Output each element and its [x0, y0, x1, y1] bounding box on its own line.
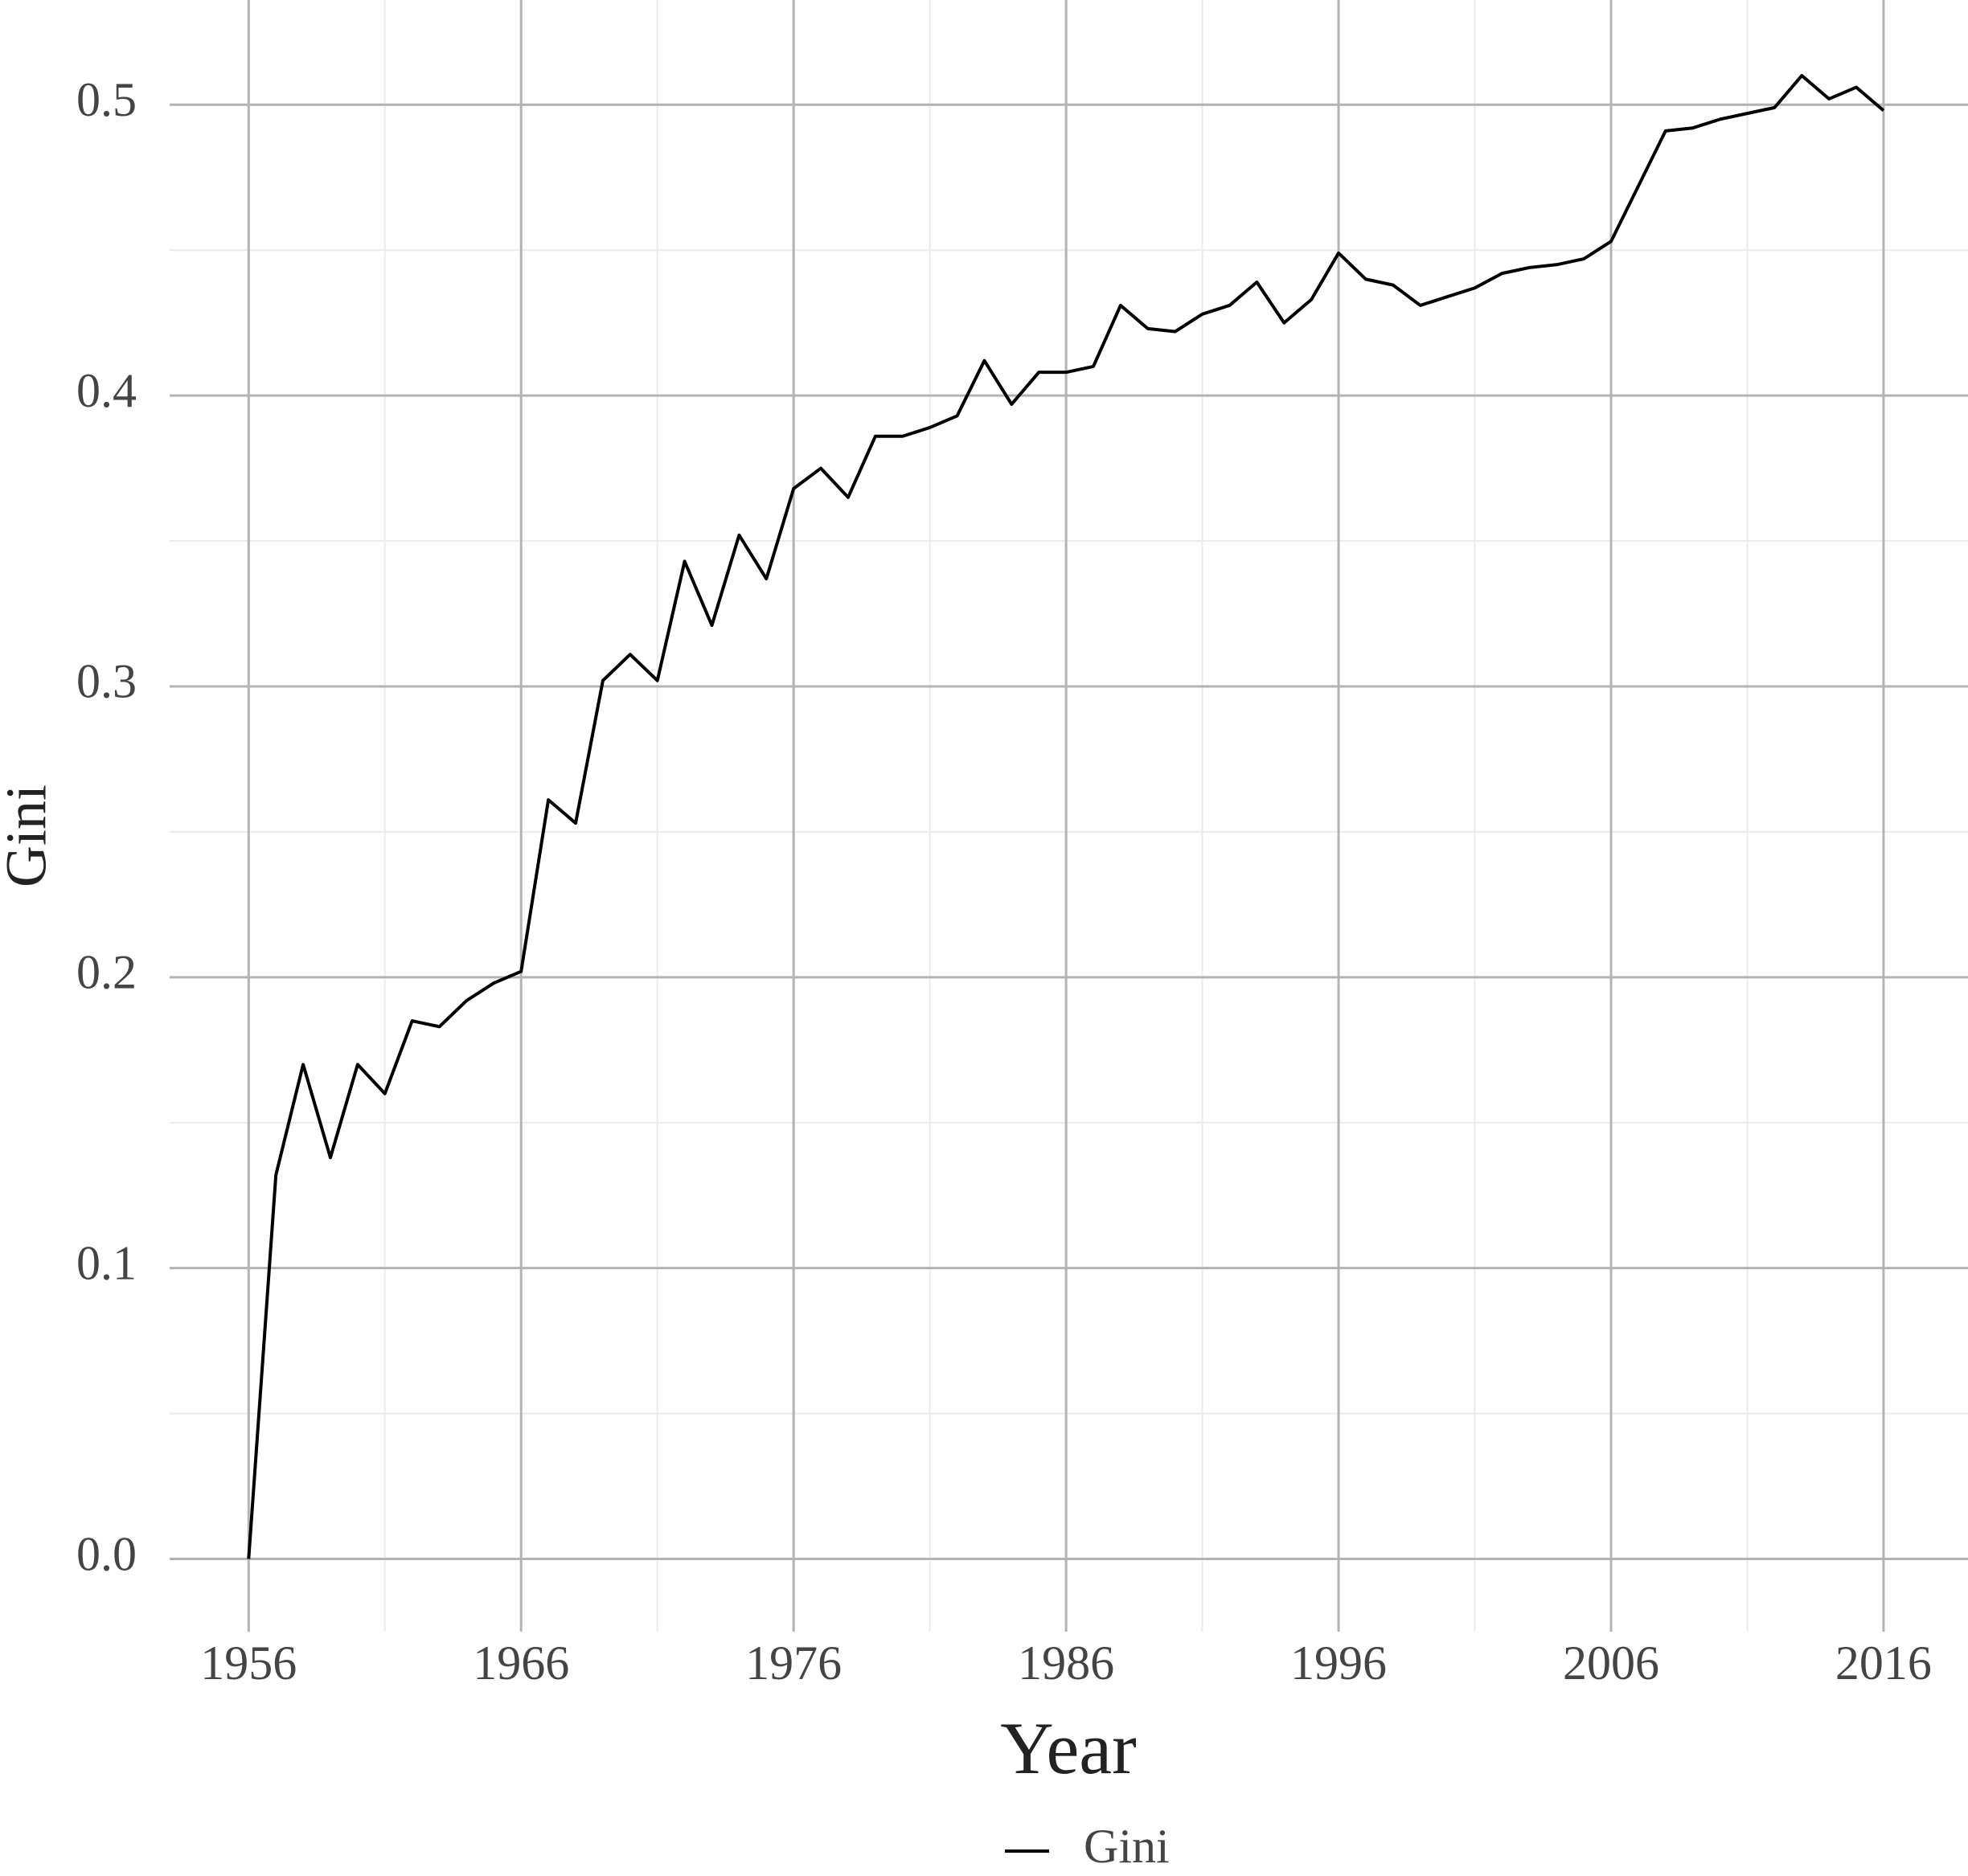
x-tick-label: 1966 — [473, 1636, 569, 1690]
x-tick-label: 2016 — [1835, 1636, 1932, 1690]
y-tick-label: 0.0 — [76, 1527, 137, 1580]
x-tick-label: 1996 — [1290, 1636, 1387, 1690]
x-tick-label: 1956 — [200, 1636, 297, 1690]
legend-label: Gini — [1084, 1820, 1170, 1873]
x-tick-label: 1976 — [745, 1636, 842, 1690]
y-axis-title: Gini — [0, 784, 59, 887]
x-tick-label: 1986 — [1018, 1636, 1114, 1690]
y-tick-label: 0.1 — [76, 1236, 137, 1289]
x-axis-title: Year — [1000, 1707, 1137, 1789]
y-tick-label: 0.3 — [76, 655, 137, 708]
y-tick-label: 0.2 — [76, 946, 137, 999]
line — [247, 74, 1885, 1559]
x-tick-label: 2006 — [1563, 1636, 1659, 1690]
y-tick-label: 0.5 — [76, 73, 137, 126]
y-tick-label: 0.4 — [76, 364, 137, 417]
